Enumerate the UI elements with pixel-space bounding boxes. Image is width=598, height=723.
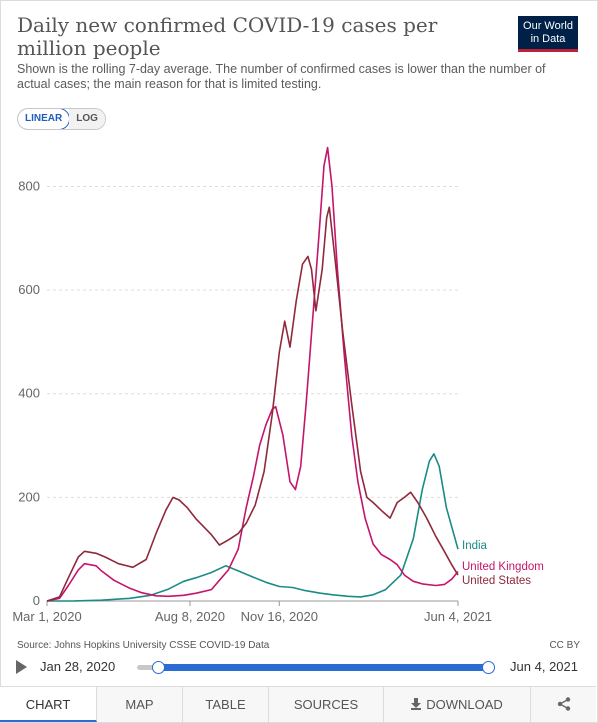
y-axis-labels: 0 200 400 600 800 bbox=[18, 178, 40, 608]
download-icon bbox=[411, 698, 422, 710]
source-note[interactable]: Source: Johns Hopkins University CSSE CO… bbox=[17, 640, 270, 651]
series-label: India bbox=[462, 540, 488, 552]
timeline-end-handle[interactable] bbox=[482, 661, 495, 674]
tab-share[interactable] bbox=[531, 687, 596, 722]
grid-lines bbox=[47, 185, 458, 498]
bottom-tab-bar: CHART MAP TABLE SOURCES DOWNLOAD bbox=[0, 686, 596, 722]
chart-title: Daily new confirmed COVID-19 cases per m… bbox=[17, 13, 438, 60]
tab-map[interactable]: MAP bbox=[97, 687, 183, 722]
series-label: United States bbox=[462, 575, 531, 587]
play-icon[interactable] bbox=[16, 660, 27, 674]
x-tick-label: Jun 4, 2021 bbox=[424, 609, 492, 624]
x-tick-label: Aug 8, 2020 bbox=[155, 609, 225, 624]
owid-logo[interactable]: Our World in Data bbox=[518, 16, 578, 52]
logo-line-2: in Data bbox=[530, 33, 566, 45]
x-tick-label: Nov 16, 2020 bbox=[241, 609, 318, 624]
linear-scale-button[interactable]: LINEAR bbox=[17, 109, 71, 129]
chart-subtitle: Shown is the rolling 7-day average. The … bbox=[17, 62, 546, 91]
timeline-end-date: Jun 4, 2021 bbox=[510, 659, 578, 674]
share-icon bbox=[557, 697, 570, 711]
series-label: United Kingdom bbox=[462, 561, 544, 573]
series-line-united-kingdom bbox=[46, 146, 459, 602]
series-line-india bbox=[46, 453, 459, 602]
y-tick-label: 0 bbox=[33, 593, 40, 608]
tab-chart[interactable]: CHART bbox=[0, 687, 97, 722]
y-tick-label: 800 bbox=[18, 178, 40, 193]
y-tick-label: 400 bbox=[18, 386, 40, 401]
series-line-united-states bbox=[46, 206, 459, 602]
tab-sources[interactable]: SOURCES bbox=[269, 687, 384, 722]
end-labels: India United Kingdom United States bbox=[462, 540, 544, 587]
timeline-start-date: Jan 28, 2020 bbox=[40, 659, 116, 674]
tab-download[interactable]: DOWNLOAD bbox=[384, 687, 531, 722]
log-scale-button[interactable]: LOG bbox=[69, 109, 105, 129]
logo-line-1: Our World bbox=[523, 20, 573, 32]
line-chart: 0 200 400 600 800 Mar 1, 2020 Aug 8, 2020 Nov … bbox=[12, 146, 544, 624]
timeline-selected-range bbox=[158, 664, 489, 671]
license-link[interactable]: CC BY bbox=[549, 640, 580, 651]
y-tick-label: 600 bbox=[18, 282, 40, 297]
x-tick-label: Mar 1, 2020 bbox=[12, 609, 81, 624]
scale-toggle[interactable]: LINEAR LOG bbox=[17, 108, 106, 130]
tab-download-label: DOWNLOAD bbox=[426, 697, 503, 712]
timeline-start-handle[interactable] bbox=[152, 661, 165, 674]
y-tick-label: 200 bbox=[18, 489, 40, 504]
x-axis: Mar 1, 2020 Aug 8, 2020 Nov 16, 2020 Jun 4,… bbox=[12, 600, 492, 624]
tab-table[interactable]: TABLE bbox=[183, 687, 269, 722]
series-lines bbox=[46, 146, 459, 602]
